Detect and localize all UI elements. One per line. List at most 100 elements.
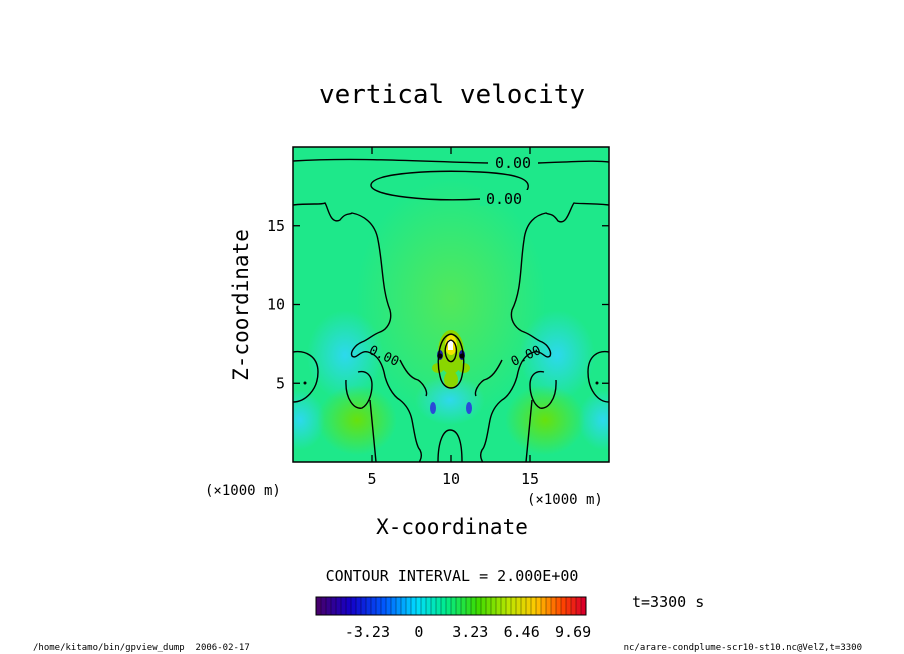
colorbar-band — [316, 597, 322, 615]
chart-title: vertical velocity — [319, 80, 585, 110]
contour-dome — [437, 429, 463, 462]
colorbar-band — [461, 597, 467, 615]
contour-lower-right — [525, 399, 533, 462]
colorbar-band — [541, 597, 547, 615]
x-axis-label: X-coordinate — [376, 515, 528, 539]
contour-core — [437, 333, 465, 389]
spot-edge-left — [303, 381, 307, 385]
time-label: t=3300 s — [632, 593, 704, 611]
contour-label-upper: 0.00 — [486, 190, 522, 208]
colorbar-band — [501, 597, 507, 615]
colorbar-band — [371, 597, 377, 615]
colorbar-band — [386, 597, 392, 615]
colorbar-band — [366, 597, 372, 615]
colorbar-band — [426, 597, 432, 615]
contour-interval-text: CONTOUR INTERVAL = 2.000E+00 — [326, 567, 579, 585]
colorbar-band — [491, 597, 497, 615]
colorbar-band — [481, 597, 487, 615]
colorbar-tick-label: 0 — [414, 623, 423, 641]
colorbar-band — [411, 597, 417, 615]
colorbar-band — [526, 597, 532, 615]
core-green-low — [444, 371, 458, 389]
colorbar-band — [506, 597, 512, 615]
colorbar-band — [431, 597, 437, 615]
colorbar-tick-label: -3.23 — [345, 623, 390, 641]
contour-left-inner — [345, 370, 373, 409]
contour-core-inner — [444, 339, 458, 363]
colorbar — [316, 597, 587, 615]
field-cyan-edge-right — [578, 390, 609, 450]
y-tick-label: 10 — [267, 296, 285, 314]
contour-right-inner — [529, 370, 557, 409]
colorbar-band — [326, 597, 332, 615]
spot-right — [459, 353, 465, 359]
x-tick-label: 15 — [521, 470, 539, 488]
colorbar-band — [566, 597, 572, 615]
colorbar-band — [381, 597, 387, 615]
colorbar-tick-label: 9.69 — [555, 623, 591, 641]
colorbar-band — [446, 597, 452, 615]
colorbar-band — [361, 597, 367, 615]
colorbar-band — [401, 597, 407, 615]
x-tick-label: 10 — [442, 470, 460, 488]
contour-small-left — [399, 359, 428, 397]
colorbar-band — [376, 597, 382, 615]
field-green-left — [317, 385, 397, 455]
colorbar-band — [416, 597, 422, 615]
plot-area — [293, 147, 609, 462]
spot-edge-right — [595, 381, 599, 385]
colorbar-band — [496, 597, 502, 615]
colorbar-band — [456, 597, 462, 615]
contour-right-edge — [587, 350, 609, 403]
colorbar-band — [391, 597, 397, 615]
colorbar-band — [441, 597, 447, 615]
colorbar-band — [581, 597, 587, 615]
footer-left: /home/kitamo/bin/gpview_dump 2006-02-17 — [33, 643, 250, 653]
colorbar-band — [466, 597, 472, 615]
footer-right: nc/arare-condplume-scr10-st10.nc@VelZ,t=… — [624, 643, 862, 653]
contour-main-left — [293, 202, 423, 462]
contour-top — [293, 158, 609, 164]
contour-label-top: 0.00 — [495, 154, 531, 172]
colorbar-band — [536, 597, 542, 615]
colorbar-band — [421, 597, 427, 615]
field-cyan-left — [307, 310, 383, 400]
z-unit-label: (×1000 m) — [205, 483, 281, 499]
field-green-right — [505, 385, 585, 455]
field-updraft-column — [356, 180, 546, 420]
colorbar-band — [341, 597, 347, 615]
y-tick-label: 15 — [267, 217, 285, 235]
colorbar-band — [516, 597, 522, 615]
colorbar-band — [321, 597, 327, 615]
y-axis-label: Z-coordinate — [229, 229, 253, 381]
contour-label-bg-2 — [480, 190, 530, 206]
down-blue-right — [466, 402, 472, 414]
x-tick-label: 5 — [367, 470, 376, 488]
colorbar-band — [336, 597, 342, 615]
colorbar-band — [561, 597, 567, 615]
colorbar-ticks: -3.23 0 3.23 6.46 9.69 — [345, 623, 591, 641]
colorbar-tick-label: 6.46 — [504, 623, 540, 641]
field-cyan-edge-left — [293, 390, 325, 450]
spot-left — [437, 353, 443, 359]
x-unit-label: (×1000 m) — [527, 492, 603, 508]
colorbar-band — [551, 597, 557, 615]
colorbar-band — [576, 597, 582, 615]
colorbar-band — [331, 597, 337, 615]
contour-label-bg-1 — [488, 154, 538, 170]
colorbar-band — [556, 597, 562, 615]
colorbar-band — [356, 597, 362, 615]
colorbar-band — [531, 597, 537, 615]
colorbar-band — [471, 597, 477, 615]
colorbar-band — [486, 597, 492, 615]
x-axis-ticks: 5 10 15 — [367, 147, 539, 488]
contour-lower-left — [369, 399, 377, 462]
colorbar-band — [451, 597, 457, 615]
contour-left-edge — [293, 350, 319, 403]
colorbar-band — [476, 597, 482, 615]
colorbar-band — [406, 597, 412, 615]
colorbar-band — [546, 597, 552, 615]
colorbar-band — [346, 597, 352, 615]
colorbar-tick-label: 3.23 — [452, 623, 488, 641]
